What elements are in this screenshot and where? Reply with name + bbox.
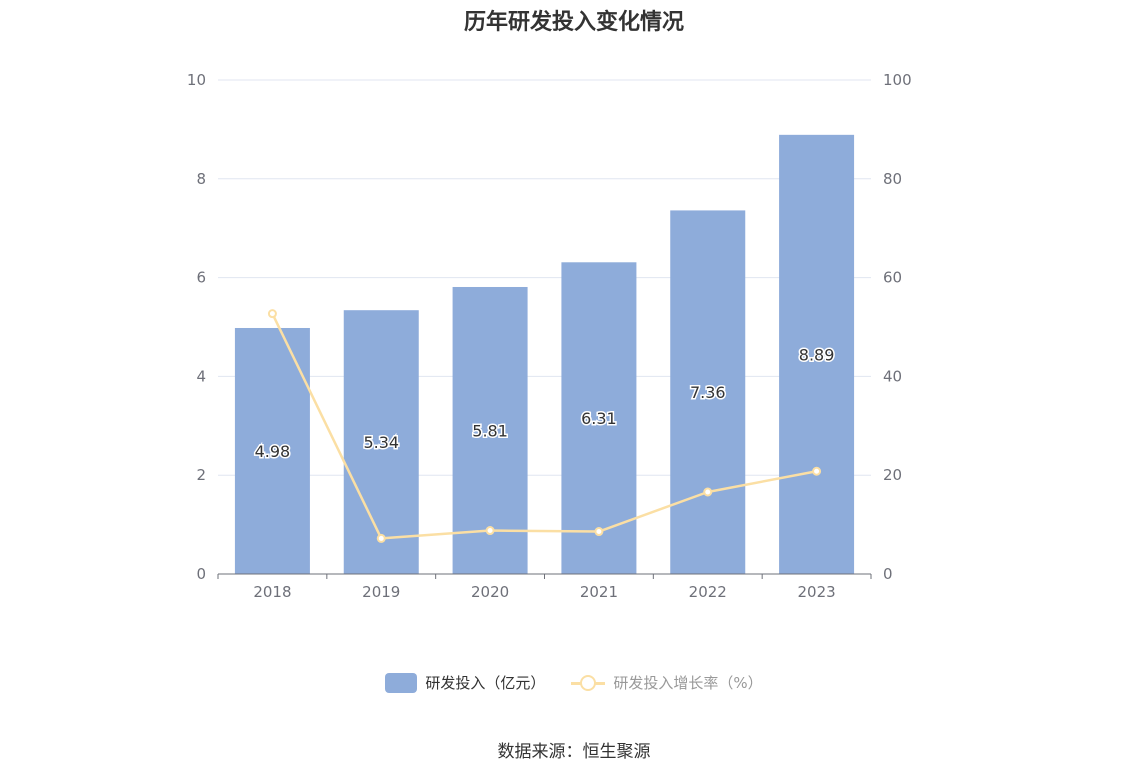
y-right-tick-label: 20: [883, 466, 902, 484]
line-point: [267, 309, 277, 319]
legend-item-bar[interactable]: 研发投入（亿元）: [385, 672, 545, 693]
bar-data-label: 6.31: [581, 409, 617, 428]
y-left-tick-label: 6: [196, 269, 206, 287]
y-right-tick-label: 0: [883, 565, 893, 583]
x-tick-label: 2023: [797, 583, 835, 601]
bar: [670, 210, 746, 574]
y-left-tick-label: 4: [196, 367, 206, 385]
bar: [234, 327, 310, 574]
y-left-tick-label: 2: [196, 466, 206, 484]
x-tick-label: 2021: [580, 583, 618, 601]
legend-item-line[interactable]: 研发投入增长率（%）: [571, 672, 763, 693]
legend: 研发投入（亿元） 研发投入增长率（%）: [0, 672, 1148, 693]
legend-bar-swatch: [385, 672, 418, 693]
bar-data-label: 7.36: [690, 383, 726, 402]
bar: [343, 310, 419, 574]
bar-data-label: 4.98: [255, 442, 291, 461]
y-right-tick-label: 80: [883, 170, 902, 188]
line-point: [812, 466, 822, 476]
legend-line-swatch: [571, 673, 606, 693]
bar-data-label: 5.81: [472, 421, 508, 440]
grid-lines: [218, 79, 871, 476]
y-right-tick-label: 40: [883, 367, 902, 385]
legend-label-line: 研发投入增长率（%）: [613, 674, 763, 692]
y-right-tick-label: 60: [883, 269, 902, 287]
y-left-tick-label: 0: [196, 565, 206, 583]
line-point: [594, 527, 604, 537]
y-left-tick-label: 8: [196, 170, 206, 188]
legend-label-bar: 研发投入（亿元）: [425, 674, 546, 692]
bar-series: [234, 134, 855, 575]
line-point: [703, 487, 713, 497]
y-right-tick-label: 100: [883, 71, 912, 89]
x-tick-label: 2018: [253, 583, 291, 601]
source-note: 数据来源：恒生聚源: [497, 742, 651, 762]
line-series: [267, 309, 822, 543]
x-tick-label: 2022: [689, 583, 727, 601]
x-tick-label: 2020: [471, 583, 509, 601]
chart-title: 历年研发投入变化情况: [463, 10, 684, 35]
data-labels: 4.98 5.34 5.81 6.31 7.36 8.89: [253, 344, 836, 463]
y-left-tick-label: 10: [187, 71, 206, 89]
line-point: [376, 533, 386, 543]
line-point: [485, 526, 495, 536]
x-tick-label: 2019: [362, 583, 400, 601]
bar-data-label: 5.34: [363, 433, 399, 452]
bar-data-label: 8.89: [799, 345, 835, 364]
bar: [779, 134, 855, 575]
line-path: [271, 313, 817, 540]
